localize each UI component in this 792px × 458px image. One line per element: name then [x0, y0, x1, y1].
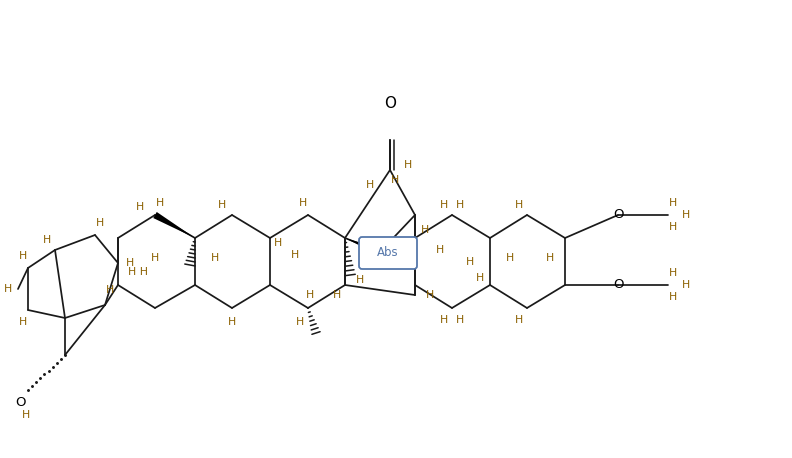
- Text: H: H: [426, 290, 434, 300]
- Text: H: H: [333, 290, 341, 300]
- Text: H: H: [515, 200, 524, 210]
- Text: O: O: [613, 278, 623, 291]
- FancyBboxPatch shape: [359, 237, 417, 269]
- Text: H: H: [126, 258, 134, 268]
- Text: H: H: [391, 175, 399, 185]
- Polygon shape: [345, 238, 381, 255]
- Text: H: H: [456, 200, 464, 210]
- Text: H: H: [96, 218, 104, 228]
- Text: H: H: [466, 257, 474, 267]
- Text: H: H: [669, 268, 677, 278]
- Text: H: H: [218, 200, 227, 210]
- Text: O: O: [384, 97, 396, 111]
- Text: Abs: Abs: [377, 246, 399, 260]
- Text: H: H: [150, 253, 159, 263]
- Text: H: H: [476, 273, 484, 283]
- Text: H: H: [669, 198, 677, 208]
- Text: H: H: [106, 285, 114, 295]
- Text: H: H: [506, 253, 514, 263]
- Text: H: H: [19, 251, 27, 261]
- Text: H: H: [156, 198, 164, 208]
- Text: H: H: [440, 200, 448, 210]
- Text: H: H: [682, 210, 690, 220]
- Text: H: H: [515, 315, 524, 325]
- Text: H H: H H: [128, 267, 148, 277]
- Text: H: H: [404, 160, 412, 170]
- Text: O: O: [613, 208, 623, 222]
- Text: H: H: [669, 292, 677, 302]
- Text: H: H: [682, 280, 690, 290]
- Text: H: H: [669, 222, 677, 232]
- Text: H: H: [296, 317, 304, 327]
- Text: H: H: [366, 180, 374, 190]
- Text: H: H: [274, 238, 282, 248]
- Text: H: H: [456, 315, 464, 325]
- Text: H: H: [4, 284, 12, 294]
- Text: H: H: [228, 317, 236, 327]
- Text: H: H: [436, 245, 444, 255]
- Text: H: H: [136, 202, 144, 212]
- Text: O: O: [15, 396, 25, 409]
- Polygon shape: [154, 212, 195, 238]
- Text: H: H: [421, 225, 429, 235]
- Text: H: H: [299, 198, 307, 208]
- Text: H: H: [546, 253, 554, 263]
- Text: H: H: [306, 290, 314, 300]
- Text: H: H: [291, 250, 299, 260]
- Text: H: H: [22, 410, 30, 420]
- Text: H: H: [211, 253, 219, 263]
- Text: H: H: [43, 235, 51, 245]
- Text: H: H: [19, 317, 27, 327]
- Text: H: H: [440, 315, 448, 325]
- Text: H: H: [356, 275, 364, 285]
